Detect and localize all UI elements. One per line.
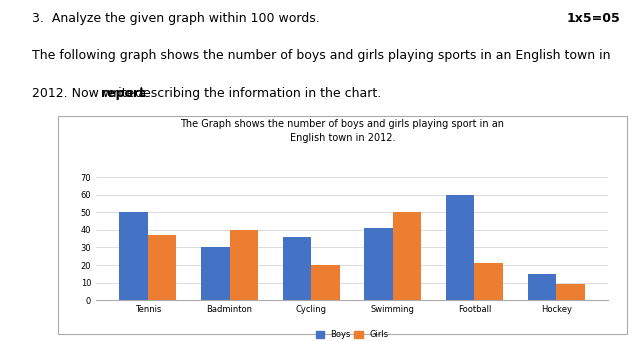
- Text: report: report: [101, 87, 145, 100]
- Text: 3.  Analyze the given graph within 100 words.: 3. Analyze the given graph within 100 wo…: [32, 12, 320, 25]
- Bar: [474, 263, 503, 300]
- Legend: Boys, Girls: Boys, Girls: [312, 327, 392, 341]
- Bar: [527, 274, 556, 300]
- Bar: [556, 284, 585, 300]
- Text: The Graph shows the number of boys and girls playing sport in an
English town in: The Graph shows the number of boys and g…: [180, 119, 504, 143]
- Bar: [230, 230, 258, 300]
- Text: 1x5=05: 1x5=05: [567, 12, 621, 25]
- Bar: [283, 237, 311, 300]
- Bar: [364, 228, 393, 300]
- Bar: [446, 195, 474, 300]
- Bar: [148, 235, 177, 300]
- Bar: [311, 265, 340, 300]
- Text: describing the information in the chart.: describing the information in the chart.: [131, 87, 381, 100]
- Text: The following graph shows the number of boys and girls playing sports in an Engl: The following graph shows the number of …: [32, 49, 611, 62]
- Bar: [119, 212, 148, 300]
- Text: 2012. Now write a: 2012. Now write a: [32, 87, 150, 100]
- Bar: [201, 248, 230, 300]
- Bar: [393, 212, 421, 300]
